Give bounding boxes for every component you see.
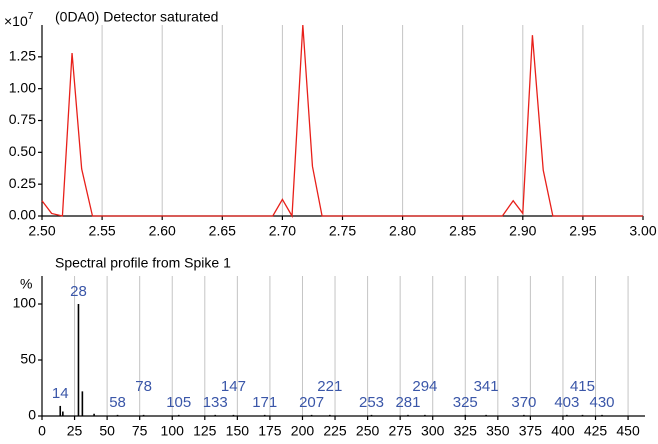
peak-label: 28 (70, 283, 87, 300)
x-tick-label: 375 (519, 423, 543, 439)
peak-label: 147 (221, 378, 246, 395)
x-tick-label: 250 (356, 423, 380, 439)
y-tick-label: 0 (28, 407, 36, 423)
x-tick-label: 175 (258, 423, 282, 439)
chart-title: Spectral profile from Spike 1 (55, 255, 231, 271)
x-tick-label: 325 (454, 423, 478, 439)
x-tick-label: 150 (226, 423, 250, 439)
x-tick-label: 3.00 (629, 223, 656, 239)
x-tick-label: 2.65 (209, 223, 236, 239)
peak-label: 58 (109, 394, 126, 411)
x-tick-label: 2.60 (149, 223, 176, 239)
chart-title: (0DA0) Detector saturated (55, 9, 218, 25)
peak-label: 415 (570, 378, 595, 395)
y-tick-label: 0.25 (9, 175, 36, 191)
peak-label: 430 (590, 394, 615, 411)
x-tick-label: 25 (67, 423, 83, 439)
peak-label: 207 (299, 394, 324, 411)
peak-label: 105 (166, 394, 191, 411)
peak-label: 253 (359, 394, 384, 411)
x-tick-label: 2.75 (329, 223, 356, 239)
peak-label: 341 (474, 378, 499, 395)
y-tick-label: 1.00 (9, 79, 36, 95)
x-tick-label: 450 (616, 423, 640, 439)
peak-label: 221 (317, 378, 342, 395)
x-tick-label: 0 (38, 423, 46, 439)
y-multiplier: ×107 (4, 11, 34, 29)
x-tick-label: 50 (99, 423, 115, 439)
x-tick-label: 2.90 (509, 223, 536, 239)
x-tick-label: 350 (486, 423, 510, 439)
x-tick-label: 2.80 (389, 223, 416, 239)
x-tick-label: 100 (161, 423, 185, 439)
y-multiplier-exponent: 7 (28, 11, 34, 22)
peak-label: 14 (52, 385, 69, 402)
y-multiplier-base: ×10 (4, 13, 28, 29)
peak-label: 133 (203, 394, 228, 411)
x-tick-label: 2.70 (269, 223, 296, 239)
peak-label: 325 (453, 394, 478, 411)
x-tick-label: 125 (193, 423, 217, 439)
data-line (41, 24, 643, 219)
y-tick-label: 100 (13, 295, 37, 311)
y-tick-label: 1.25 (9, 48, 36, 64)
peak-label: 403 (554, 394, 579, 411)
x-tick-label: 300 (421, 423, 445, 439)
x-tick-label: 400 (551, 423, 575, 439)
y-tick-label: 0.50 (9, 143, 36, 159)
x-tick-label: 2.95 (569, 223, 596, 239)
peak-label: 370 (511, 394, 536, 411)
x-tick-label: 225 (323, 423, 347, 439)
y-axis-label: % (20, 276, 32, 292)
x-tick-label: 425 (584, 423, 608, 439)
peak-label: 171 (252, 394, 277, 411)
x-tick-label: 2.55 (88, 223, 115, 239)
peak-label: 281 (395, 394, 420, 411)
peak-label: 294 (412, 378, 437, 395)
y-tick-label: 50 (20, 351, 36, 367)
x-tick-label: 2.50 (28, 223, 55, 239)
x-tick-label: 2.85 (449, 223, 476, 239)
x-tick-label: 200 (291, 423, 315, 439)
x-tick-label: 275 (388, 423, 412, 439)
y-tick-label: 0.75 (9, 111, 36, 127)
peak-label: 78 (135, 378, 152, 395)
x-tick-label: 75 (132, 423, 148, 439)
y-tick-label: 0.00 (9, 207, 36, 223)
